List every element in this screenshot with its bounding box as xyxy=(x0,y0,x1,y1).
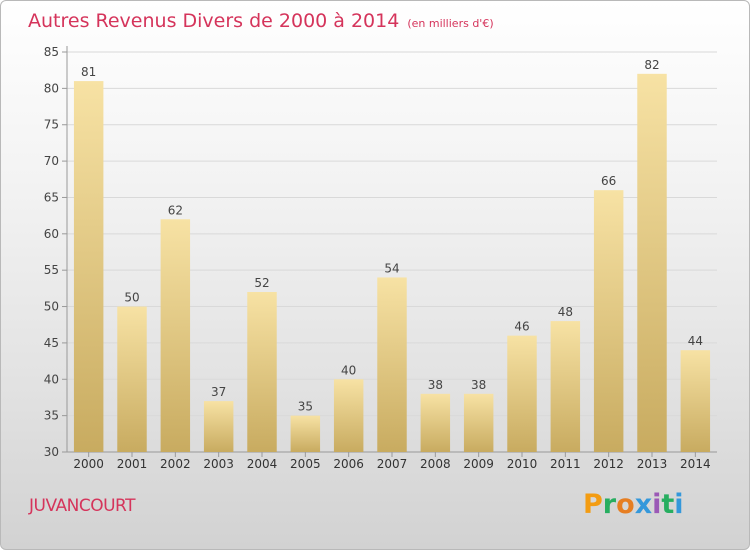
y-tick-label: 50 xyxy=(44,300,59,314)
bar-value-label: 50 xyxy=(124,291,139,305)
bar xyxy=(247,292,277,452)
bar-value-label: 62 xyxy=(168,203,183,217)
x-tick-label: 2001 xyxy=(117,457,148,471)
y-tick-label: 55 xyxy=(44,263,59,277)
x-tick-label: 2010 xyxy=(507,457,538,471)
bar xyxy=(637,73,667,453)
y-tick-label: 75 xyxy=(44,118,59,132)
brand-letter: x xyxy=(634,489,653,520)
bar-value-label: 44 xyxy=(688,334,703,348)
x-tick-label: 2005 xyxy=(290,457,321,471)
bar-value-label: 81 xyxy=(81,65,96,79)
bar xyxy=(507,335,537,452)
y-tick-label: 60 xyxy=(44,227,59,241)
x-tick-label: 2006 xyxy=(333,457,364,471)
y-tick-label: 65 xyxy=(44,190,59,204)
bar xyxy=(680,350,711,452)
bar-value-label: 37 xyxy=(211,385,226,399)
x-tick-label: 2000 xyxy=(73,457,104,471)
x-tick-label: 2011 xyxy=(550,457,581,471)
y-tick-label: 70 xyxy=(44,154,59,168)
y-tick-label: 35 xyxy=(44,409,59,423)
bar-value-label: 54 xyxy=(384,261,399,275)
brand-letter: t xyxy=(661,489,675,520)
bar xyxy=(550,321,581,452)
brand-letter: i xyxy=(652,489,662,520)
bar-value-label: 40 xyxy=(341,363,356,377)
location-label: JUVANCOURT xyxy=(29,496,136,516)
bar-value-label: 52 xyxy=(254,276,269,290)
bar xyxy=(420,393,451,452)
x-tick-label: 2013 xyxy=(637,457,668,471)
brand-logo: Proxiti xyxy=(583,489,684,520)
x-tick-label: 2012 xyxy=(593,457,624,471)
bar xyxy=(593,190,624,452)
brand-letter: i xyxy=(674,489,684,520)
bar-value-label: 82 xyxy=(644,58,659,72)
bar xyxy=(203,401,234,452)
bar xyxy=(160,219,191,452)
bar xyxy=(117,306,147,452)
x-tick-label: 2003 xyxy=(203,457,234,471)
x-tick-label: 2004 xyxy=(247,457,278,471)
chart-title: Autres Revenus Divers de 2000 à 2014 (en … xyxy=(28,10,494,32)
chart-subtitle: (en milliers d'€) xyxy=(407,17,494,30)
y-tick-label: 40 xyxy=(44,372,59,386)
bar xyxy=(333,379,364,452)
y-tick-label: 30 xyxy=(44,445,59,459)
x-tick-label: 2008 xyxy=(420,457,451,471)
y-tick-label: 85 xyxy=(44,45,59,59)
x-tick-label: 2002 xyxy=(160,457,191,471)
chart-title-text: Autres Revenus Divers de 2000 à 2014 xyxy=(28,10,400,32)
bar-value-label: 66 xyxy=(601,174,616,188)
brand-letter: r xyxy=(602,489,617,520)
bar-value-label: 48 xyxy=(558,305,573,319)
bar-value-label: 46 xyxy=(514,320,529,334)
bar-value-label: 38 xyxy=(471,378,486,392)
bar xyxy=(290,415,321,452)
bar-value-label: 38 xyxy=(428,378,443,392)
x-tick-label: 2014 xyxy=(680,457,711,471)
y-tick-label: 45 xyxy=(44,336,59,350)
bar xyxy=(377,277,407,452)
bar xyxy=(73,81,104,452)
x-tick-label: 2009 xyxy=(463,457,494,471)
x-tick-label: 2007 xyxy=(377,457,408,471)
brand-letter: o xyxy=(616,489,635,520)
bar xyxy=(463,393,494,452)
bar-value-label: 35 xyxy=(298,400,313,414)
y-tick-label: 80 xyxy=(44,81,59,95)
brand-letter: P xyxy=(583,489,603,520)
